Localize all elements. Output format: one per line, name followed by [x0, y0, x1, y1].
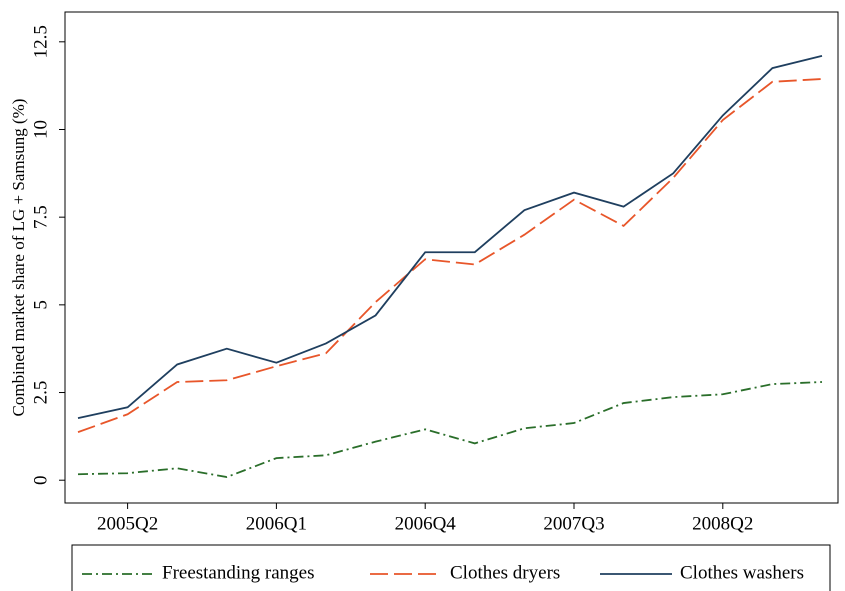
x-tick-label: 2006Q4: [395, 513, 457, 534]
series-line: [77, 54, 823, 420]
y-tick-label: 7.5: [30, 205, 51, 229]
x-tick-label: 2005Q2: [97, 513, 158, 534]
legend-label: Clothes dryers: [450, 562, 560, 583]
x-tick-label: 2006Q1: [246, 513, 307, 534]
x-tick-label: 2008Q2: [692, 513, 753, 534]
y-tick-label: 10: [30, 120, 51, 139]
y-axis-label: Combined market share of LG + Samsung (%…: [9, 99, 28, 417]
y-tick-label: 0: [30, 475, 51, 485]
series-line: [77, 78, 823, 434]
y-tick-label: 12.5: [30, 25, 51, 58]
y-tick-label: 5: [30, 300, 51, 310]
y-tick-label: 2.5: [30, 381, 51, 405]
legend-label: Clothes washers: [680, 562, 804, 583]
legend-label: Freestanding ranges: [162, 562, 314, 583]
series-line: [77, 381, 823, 478]
plot-frame: [64, 11, 839, 504]
x-tick-label: 2007Q3: [543, 513, 604, 534]
legend-box: [71, 544, 831, 591]
